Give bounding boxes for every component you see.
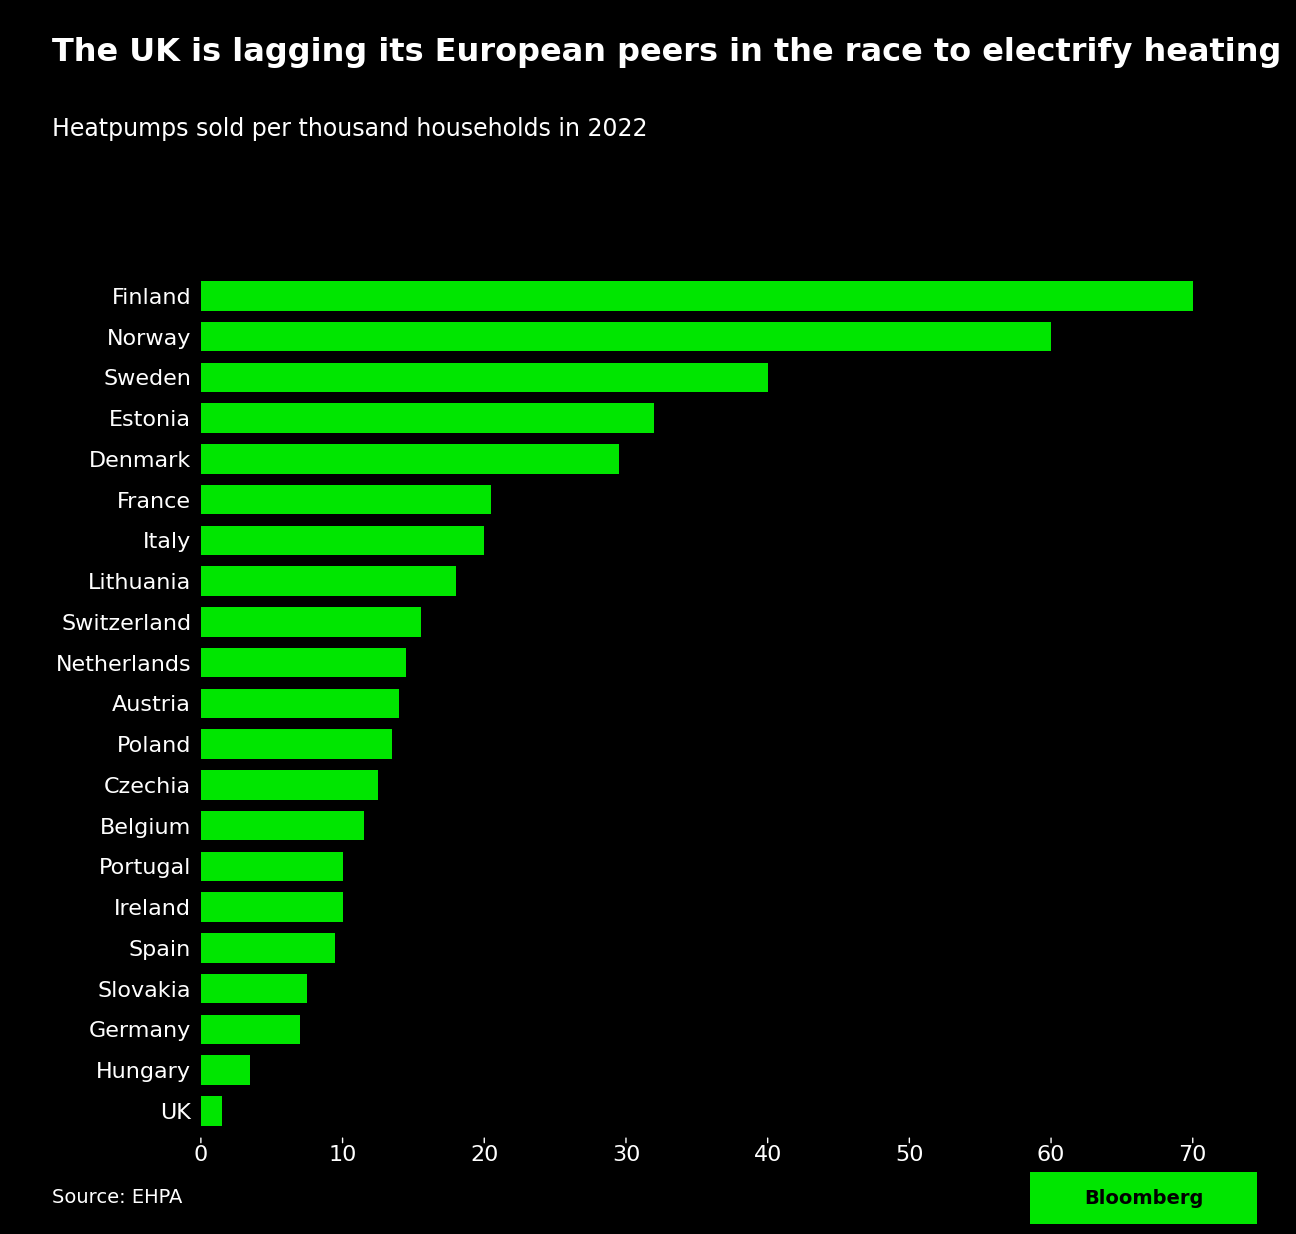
Bar [201, 566, 456, 596]
Bar [201, 770, 378, 800]
Bar [201, 444, 619, 474]
Bar [201, 1055, 250, 1085]
Bar [201, 689, 399, 718]
Bar [201, 281, 1192, 311]
Bar [201, 729, 393, 759]
Bar [201, 851, 342, 881]
Bar [201, 607, 420, 637]
Bar [201, 974, 307, 1003]
Text: Bloomberg: Bloomberg [1083, 1188, 1204, 1208]
Bar [201, 363, 767, 392]
Text: Heatpumps sold per thousand households in 2022: Heatpumps sold per thousand households i… [52, 117, 647, 141]
Bar [201, 485, 491, 515]
Text: Source: EHPA: Source: EHPA [52, 1188, 183, 1207]
Bar [201, 648, 407, 677]
Bar [201, 892, 342, 922]
Bar [201, 322, 1051, 352]
Bar [201, 404, 654, 433]
Bar [201, 933, 336, 963]
Bar [201, 811, 364, 840]
Bar [201, 1014, 301, 1044]
Bar [201, 526, 485, 555]
Bar [201, 1096, 222, 1125]
Text: The UK is lagging its European peers in the race to electrify heating: The UK is lagging its European peers in … [52, 37, 1282, 68]
